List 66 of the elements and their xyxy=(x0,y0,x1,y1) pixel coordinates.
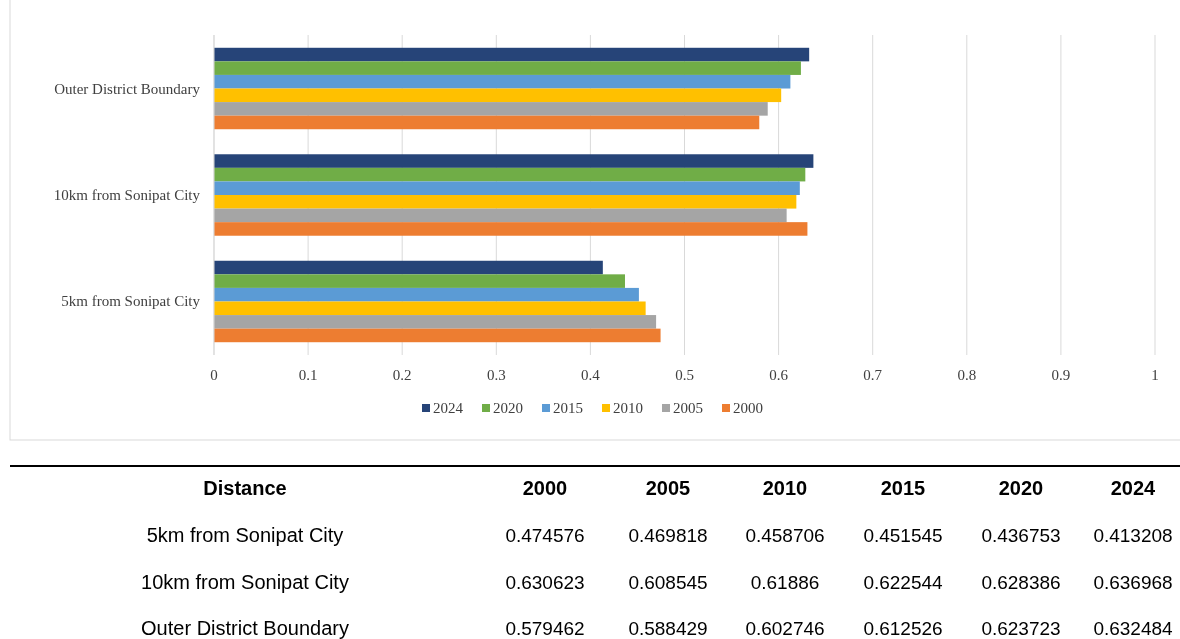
data-label: 0.602746 xyxy=(745,618,825,639)
data-label: 0.628386 xyxy=(981,571,1061,593)
x-tick-label: 0.8 xyxy=(957,367,977,383)
bar xyxy=(214,74,791,89)
x-tick-label: 2000 xyxy=(522,477,568,499)
x-tick-label: 0.5 xyxy=(675,367,694,383)
data-label: 0.458706 xyxy=(745,525,825,546)
data-label: 0.632484 xyxy=(1093,618,1174,639)
bar xyxy=(214,222,808,236)
x-tick-label: 2010 xyxy=(762,477,808,499)
y-tick-label: 5km from Sonipat City xyxy=(146,524,344,546)
bar xyxy=(214,208,787,223)
y-tick-label: Outer District Boundary xyxy=(54,80,201,97)
data-label: 0.630623 xyxy=(505,571,585,593)
x-tick-label: 0.1 xyxy=(298,367,318,383)
x-tick-label: 2015 xyxy=(880,477,926,499)
bar xyxy=(214,154,814,168)
data-label: 0.451545 xyxy=(863,525,943,546)
bar xyxy=(214,102,768,116)
bar xyxy=(214,287,639,302)
bar xyxy=(214,181,800,195)
bar xyxy=(214,61,801,75)
x-tick-label: 2024 xyxy=(1110,477,1157,499)
legend-label: 2000 xyxy=(733,400,763,416)
bar xyxy=(214,315,657,329)
data-label: 0.474576 xyxy=(505,525,585,546)
bar xyxy=(214,195,797,209)
legend-label: 2015 xyxy=(553,400,583,416)
data-label: 0.469818 xyxy=(628,525,708,546)
x-tick-label: 0.7 xyxy=(863,367,883,383)
x-tick-label: 0.9 xyxy=(1051,367,1071,383)
x-tick-label: 0.4 xyxy=(581,367,601,383)
x-tick-label: 0.3 xyxy=(486,367,506,383)
legend-label: 2010 xyxy=(613,400,643,416)
y-tick-label: 5km from Sonipat City xyxy=(61,293,201,310)
bar xyxy=(214,47,810,62)
data-label: 0.413208 xyxy=(1093,525,1173,546)
legend-label: 2020 xyxy=(493,400,523,416)
bar xyxy=(214,301,646,316)
x-tick-label: 0.6 xyxy=(769,367,789,383)
x-tick-label: 0 xyxy=(210,367,218,383)
legend-label: 2005 xyxy=(673,400,703,416)
x-tick-label: 1 xyxy=(1151,367,1159,383)
bar xyxy=(214,274,625,288)
data-label: 0.588429 xyxy=(628,618,708,639)
x-tick-label: 2020 xyxy=(998,477,1044,499)
x-tick-label: 0.2 xyxy=(392,367,412,383)
data-label: 0.579462 xyxy=(505,618,585,639)
x-tick-label: 2005 xyxy=(645,477,691,499)
data-label: 0.612526 xyxy=(863,618,943,639)
data-label: 0.608545 xyxy=(628,571,708,593)
y-axis-title: Distance xyxy=(203,477,287,499)
data-label: 0.436753 xyxy=(981,525,1061,546)
bar xyxy=(214,167,806,182)
data-label: 0.623723 xyxy=(981,618,1061,639)
y-tick-label: 10km from Sonipat City xyxy=(53,187,201,203)
data-label: 0.622544 xyxy=(863,571,944,593)
y-tick-label: Outer District Boundary xyxy=(141,617,349,639)
data-label: 0.61886 xyxy=(750,571,820,593)
y-tick-label: 10km from Sonipat City xyxy=(141,570,349,593)
data-label: 0.636968 xyxy=(1093,571,1173,593)
legend-label: 2024 xyxy=(433,400,464,416)
bar xyxy=(214,88,782,103)
bar xyxy=(214,115,760,130)
bar xyxy=(214,328,661,343)
bar xyxy=(214,260,603,275)
